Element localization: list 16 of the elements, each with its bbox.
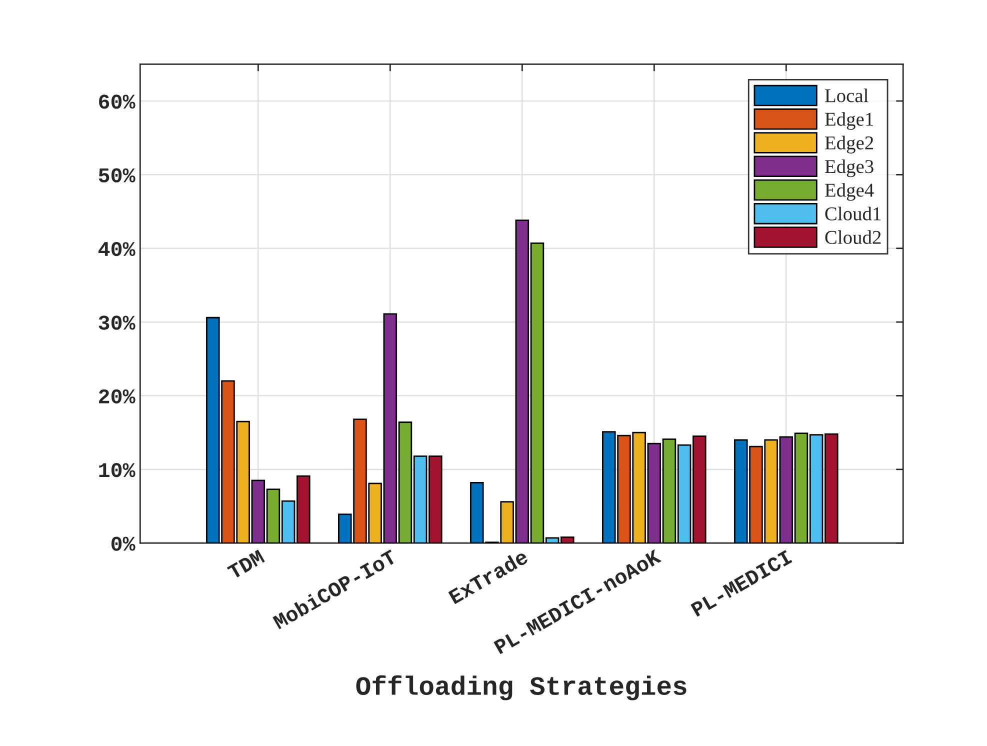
legend-label: Local: [825, 88, 868, 102]
x-tick-label: TDM: [226, 550, 265, 580]
y-tick-label: 60%: [99, 94, 136, 109]
y-tick-label: 20%: [99, 389, 136, 404]
legend-label: Edge4: [825, 183, 874, 201]
y-tick-label: 50%: [98, 168, 136, 182]
legend-label: Edge2: [825, 136, 874, 154]
y-tick-label: 10%: [99, 463, 136, 478]
legend-label: Edge1: [825, 112, 873, 130]
legend-label: Cloud2: [825, 230, 881, 244]
x-axis-title: Offloading Strategies: [356, 675, 686, 700]
y-tick-label: 40%: [98, 242, 136, 256]
y-tick-label: 30%: [98, 316, 136, 330]
legend-label: Edge3: [825, 159, 874, 178]
legend-label: Cloud1: [825, 206, 881, 220]
y-tick-label: 0%: [111, 536, 136, 551]
